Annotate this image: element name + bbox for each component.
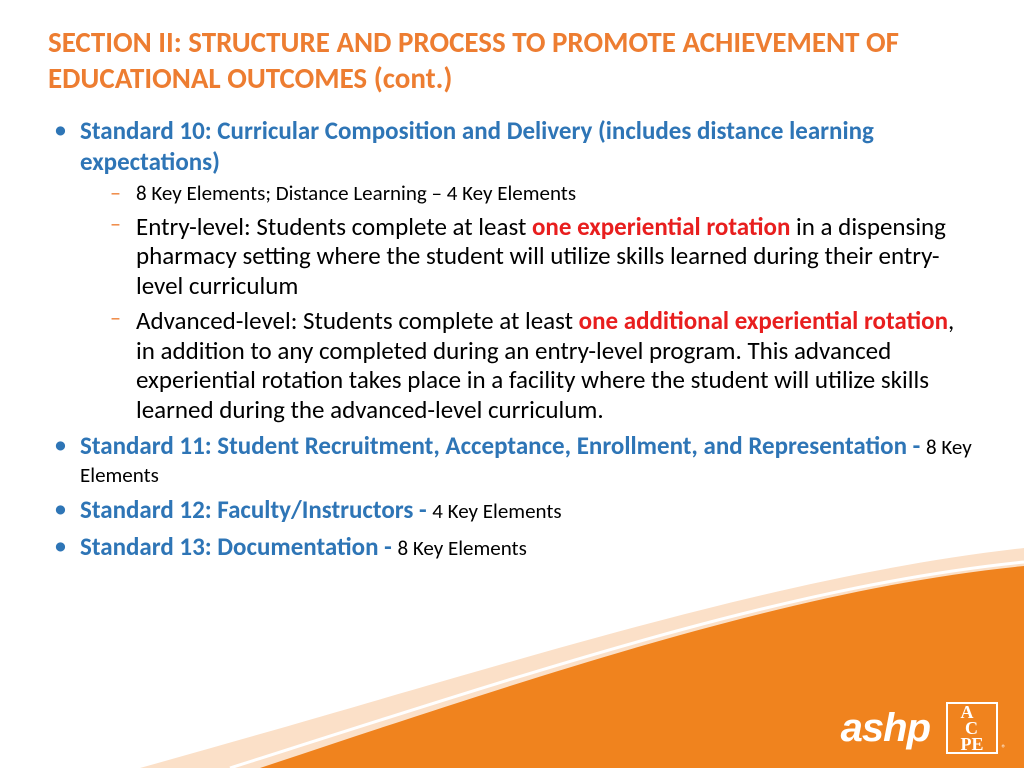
- standard-12-suffix: 4 Key Elements: [432, 498, 561, 524]
- standard-11-item: Standard 11: Student Recruitment, Accept…: [48, 430, 976, 487]
- content-list: Standard 10: Curricular Composition and …: [48, 115, 976, 563]
- standard-12-heading: Standard 12: Faculty/Instructors -: [80, 494, 432, 525]
- std10-advanced-level: Advanced-level: Students complete at lea…: [108, 306, 976, 424]
- std10-entry-emph: one experiential rotation: [532, 211, 790, 242]
- standard-13-suffix: 8 Key Elements: [397, 535, 526, 561]
- acpe-logo-text: A CPE: [960, 704, 983, 753]
- logo-group: ashp A CPE ®: [841, 702, 998, 754]
- std10-entry-pre: Entry-level: Students complete at least: [136, 211, 532, 242]
- acpe-reg-mark: ®: [1001, 743, 1006, 754]
- standard-13-heading: Standard 13: Documentation -: [80, 531, 397, 562]
- std10-key-elements: 8 Key Elements; Distance Learning – 4 Ke…: [108, 181, 976, 206]
- std10-sub1-text: 8 Key Elements; Distance Learning – 4 Ke…: [136, 180, 576, 206]
- std10-adv-pre: Advanced-level: Students complete at lea…: [136, 305, 579, 336]
- standard-11-heading: Standard 11: Student Recruitment, Accept…: [80, 430, 926, 461]
- acpe-logo: A CPE ®: [946, 702, 998, 754]
- ashp-logo: ashp: [841, 706, 930, 751]
- standard-12-item: Standard 12: Faculty/Instructors - 4 Key…: [48, 494, 976, 525]
- standard-13-item: Standard 13: Documentation - 8 Key Eleme…: [48, 531, 976, 562]
- slide-container: SECTION II: STRUCTURE AND PROCESS TO PRO…: [0, 0, 1024, 768]
- std10-adv-emph: one additional experiential rotation: [579, 305, 948, 336]
- std10-entry-level: Entry-level: Students complete at least …: [108, 212, 976, 301]
- slide-title: SECTION II: STRUCTURE AND PROCESS TO PRO…: [48, 24, 976, 97]
- standard-10-sublist: 8 Key Elements; Distance Learning – 4 Ke…: [80, 181, 976, 424]
- standard-10-heading: Standard 10: Curricular Composition and …: [80, 115, 874, 177]
- standard-10-item: Standard 10: Curricular Composition and …: [48, 115, 976, 425]
